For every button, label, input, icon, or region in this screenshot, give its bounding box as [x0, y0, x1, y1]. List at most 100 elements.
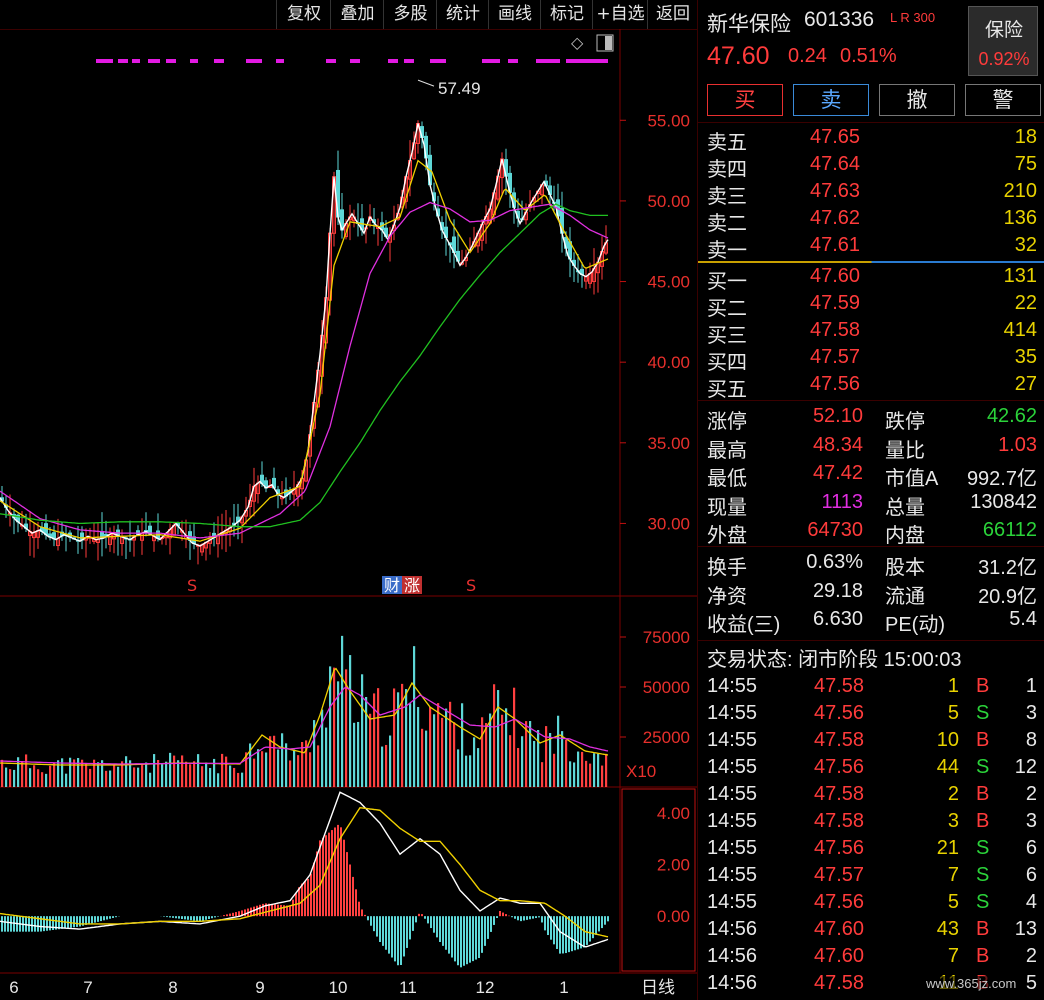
- volume-bar: [489, 713, 492, 787]
- volume-bar: [41, 772, 44, 787]
- bids-row[interactable]: 买一 47.60 131: [698, 263, 1044, 293]
- volume-bar: [161, 764, 164, 787]
- volume-bar: [453, 722, 456, 787]
- tick-row[interactable]: 14:55 47.58 3 B 3: [698, 808, 1044, 835]
- asks-price: 47.61: [810, 234, 861, 256]
- toolbar-button-6[interactable]: +自选: [592, 0, 648, 29]
- action-button-2[interactable]: 撤: [879, 84, 955, 116]
- asks-row[interactable]: 卖三 47.63 210: [698, 178, 1044, 208]
- volume-bar: [549, 732, 552, 787]
- fundamental-value: 5.4: [1009, 608, 1037, 630]
- bids-label: 买五: [707, 379, 747, 401]
- volume-bar: [537, 730, 540, 787]
- panel-toggle-icon-fill: [605, 36, 612, 50]
- action-button-1[interactable]: 卖: [793, 84, 869, 116]
- bids-row[interactable]: 买二 47.59 22: [698, 290, 1044, 320]
- stats-row: 最低 47.42 市值A 992.7亿: [698, 460, 1044, 490]
- asks-row[interactable]: 卖五 47.65 18: [698, 124, 1044, 154]
- event-marker: 涨: [404, 576, 420, 595]
- tick-row[interactable]: 14:56 47.60 43 B 13: [698, 916, 1044, 943]
- bids-price: 47.56: [810, 373, 861, 395]
- volume-bar: [349, 655, 352, 787]
- tick-price: 47.56: [814, 702, 865, 724]
- volume-bar: [333, 667, 336, 787]
- stat-label: 涨停: [707, 411, 747, 433]
- volume-bar: [81, 759, 84, 787]
- asks-row[interactable]: 卖四 47.64 75: [698, 151, 1044, 181]
- volume-bar: [381, 746, 384, 787]
- toolbar-button-4[interactable]: 画线: [488, 0, 541, 29]
- fundamental-label: PE(动): [885, 614, 945, 636]
- volume-bar: [89, 768, 92, 787]
- marker-badge: [382, 576, 402, 594]
- kline-chart[interactable]: 55.00 50.00 45.00 40.00 35.00 30.00 75000 50000…: [0, 29, 697, 1000]
- toolbar-button-2[interactable]: 多股: [383, 0, 437, 29]
- signal-mark: [96, 59, 113, 63]
- sector-box[interactable]: 保险 0.92%: [968, 6, 1038, 76]
- tick-row[interactable]: 14:55 47.56 5 S 3: [698, 700, 1044, 727]
- tick-side: S: [976, 756, 990, 778]
- tick-row[interactable]: 14:55 47.56 21 S 6: [698, 835, 1044, 862]
- action-button-3[interactable]: 警: [965, 84, 1041, 116]
- tick-side: S: [976, 837, 990, 859]
- volume-bar: [501, 714, 504, 787]
- volume-tick-label: 25000: [643, 728, 690, 747]
- bids-row[interactable]: 买三 47.58 414: [698, 317, 1044, 347]
- volume-bar: [245, 752, 248, 787]
- tick-row[interactable]: 14:55 47.58 10 B 8: [698, 727, 1044, 754]
- volume-bar: [281, 733, 284, 787]
- toolbar-button-3[interactable]: 统计: [436, 0, 489, 29]
- asks-label: 卖四: [707, 159, 747, 181]
- asks-volume: 136: [1003, 207, 1037, 229]
- asks-row[interactable]: 卖一 47.61 32: [698, 232, 1044, 262]
- asks-row[interactable]: 卖二 47.62 136: [698, 205, 1044, 235]
- asks-volume: 18: [1014, 126, 1037, 148]
- macd-dea-line: [0, 806, 609, 938]
- price-tick-label: 55.00: [647, 111, 690, 130]
- tick-price: 47.58: [814, 729, 865, 751]
- volume-bar: [101, 760, 104, 787]
- volume-bar: [9, 769, 12, 787]
- volume-bar: [37, 769, 40, 787]
- volume-bar: [241, 772, 244, 787]
- toolbar-button-5[interactable]: 标记: [540, 0, 593, 29]
- macd-tick-label: 0.00: [657, 907, 690, 926]
- stat-label: 量比: [885, 439, 925, 462]
- high-label: 57.49: [438, 79, 481, 98]
- bids-row[interactable]: 买四 47.57 35: [698, 344, 1044, 374]
- tick-count: 13: [1014, 918, 1037, 940]
- stat-label: 最低: [707, 468, 747, 490]
- volume-bar: [217, 773, 220, 787]
- bids-volume: 22: [1014, 292, 1037, 314]
- volume-bar: [189, 764, 192, 787]
- volume-bar: [185, 761, 188, 787]
- tick-row[interactable]: 14:55 47.57 7 S 6: [698, 862, 1044, 889]
- asks-volume: 75: [1014, 153, 1037, 175]
- toolbar-button-1[interactable]: 叠加: [330, 0, 384, 29]
- signal-mark: [118, 59, 128, 63]
- toolbar-button-0[interactable]: 复权: [276, 0, 331, 29]
- stat-label: 外盘: [707, 525, 747, 547]
- tick-volume: 7: [947, 864, 959, 886]
- stock-header: 新华保险 601336 L R 300 47.60 0.24 0.51%: [698, 0, 968, 80]
- tick-row[interactable]: 14:56 47.60 7 B 2: [698, 943, 1044, 970]
- fundamental-label: 股本: [885, 557, 925, 579]
- tick-row[interactable]: 14:55 47.56 5 S 4: [698, 889, 1044, 916]
- tick-count: 2: [1025, 783, 1037, 805]
- tick-row[interactable]: 14:55 47.58 2 B 2: [698, 781, 1044, 808]
- action-button-0[interactable]: 买: [707, 84, 783, 116]
- volume-bar: [85, 762, 88, 787]
- tick-row[interactable]: 14:55 47.58 1 B 1: [698, 673, 1044, 700]
- volume-bar: [417, 707, 420, 787]
- tick-row[interactable]: 14:55 47.56 44 S 12: [698, 754, 1044, 781]
- price-tick-label: 45.00: [647, 273, 690, 292]
- sector-pct: 0.92%: [978, 49, 1030, 69]
- volume-bar: [17, 757, 20, 787]
- toolbar-button-7[interactable]: 返回: [647, 0, 698, 29]
- signal-mark: [148, 59, 160, 63]
- high-arrow: [417, 79, 435, 87]
- stat-value: 130842: [970, 490, 1037, 513]
- bids-row[interactable]: 买五 47.56 27: [698, 371, 1044, 401]
- volume-bar: [569, 761, 572, 787]
- ma-10-line: [0, 159, 609, 542]
